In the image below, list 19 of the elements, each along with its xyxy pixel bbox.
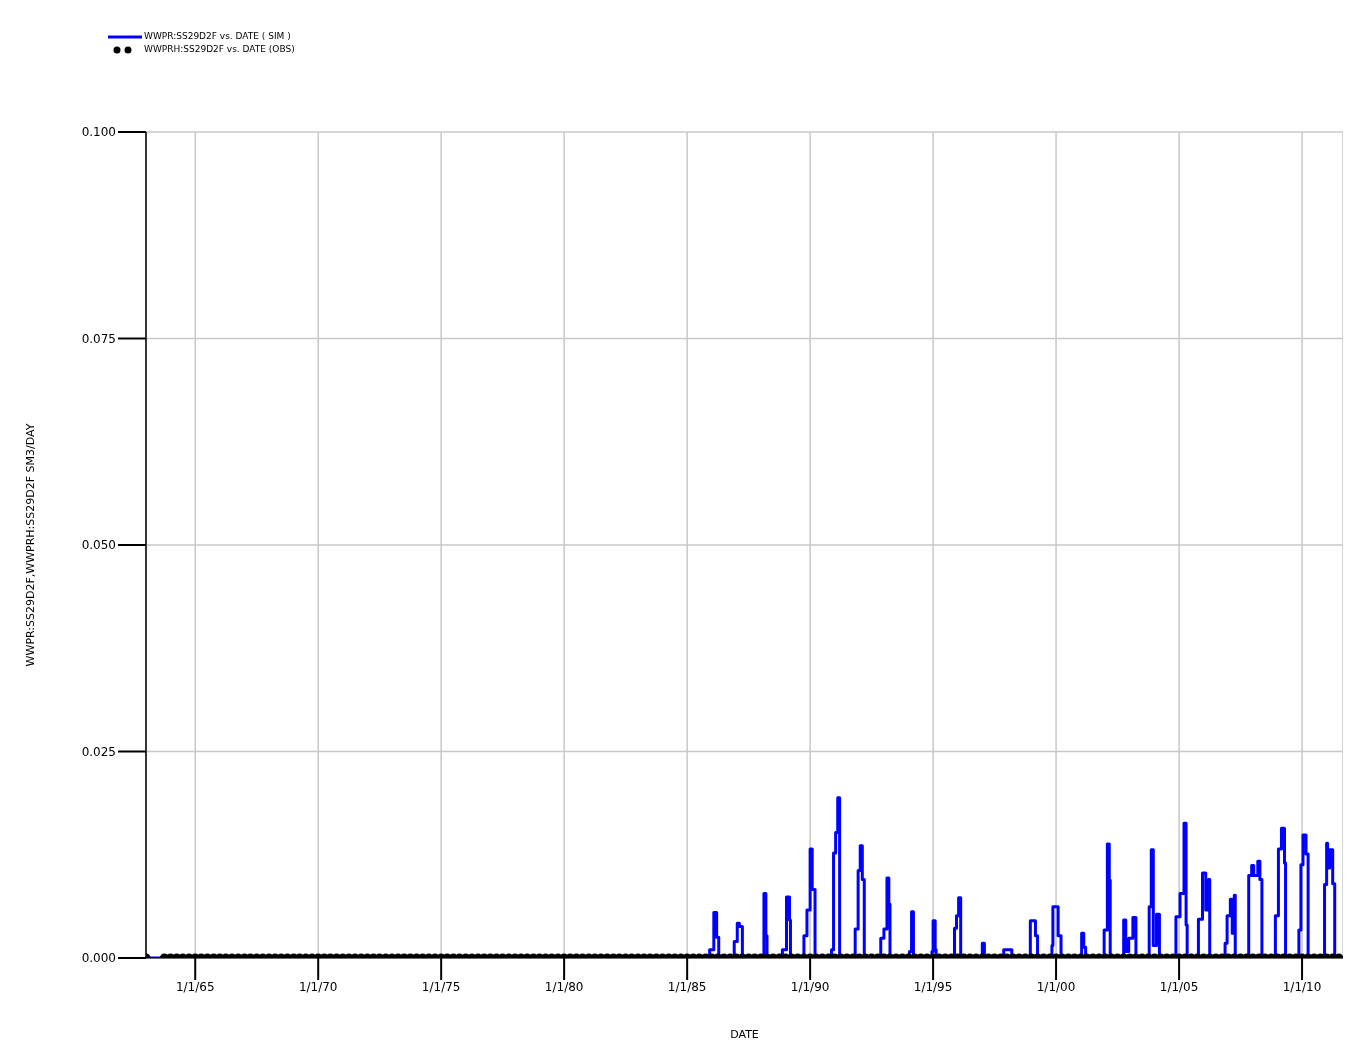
y-tick-label: 0.100: [81, 125, 116, 140]
x-tick-label: 1/1/90: [790, 979, 830, 994]
y-tick-label: 0.075: [81, 331, 116, 346]
y-axis-title: WWPR:SS29D2F,WWPRH:SS29D2F SM3/DAY: [23, 423, 37, 667]
x-tick-label: 1/1/70: [298, 979, 338, 994]
x-tick-label: 1/1/05: [1159, 979, 1199, 994]
x-tick-label: 1/1/85: [667, 979, 707, 994]
y-tick-label: 0.000: [81, 951, 116, 966]
x-tick-label: 1/1/10: [1282, 979, 1322, 994]
x-tick-label: 1/1/95: [913, 979, 953, 994]
y-tick-label: 0.025: [81, 744, 116, 759]
x-tick-label: 1/1/00: [1036, 979, 1076, 994]
x-tick-label: 1/1/80: [544, 979, 584, 994]
x-tick-label: 1/1/75: [421, 979, 461, 994]
y-tick-label: 0.050: [81, 538, 116, 553]
x-tick-label: 1/1/65: [175, 979, 215, 994]
legend-label: WWPRH:SS29D2F vs. DATE (OBS): [144, 43, 295, 56]
legend-label: WWPR:SS29D2F vs. DATE ( SIM ): [144, 30, 291, 43]
x-axis-title: DATE: [730, 1028, 759, 1041]
